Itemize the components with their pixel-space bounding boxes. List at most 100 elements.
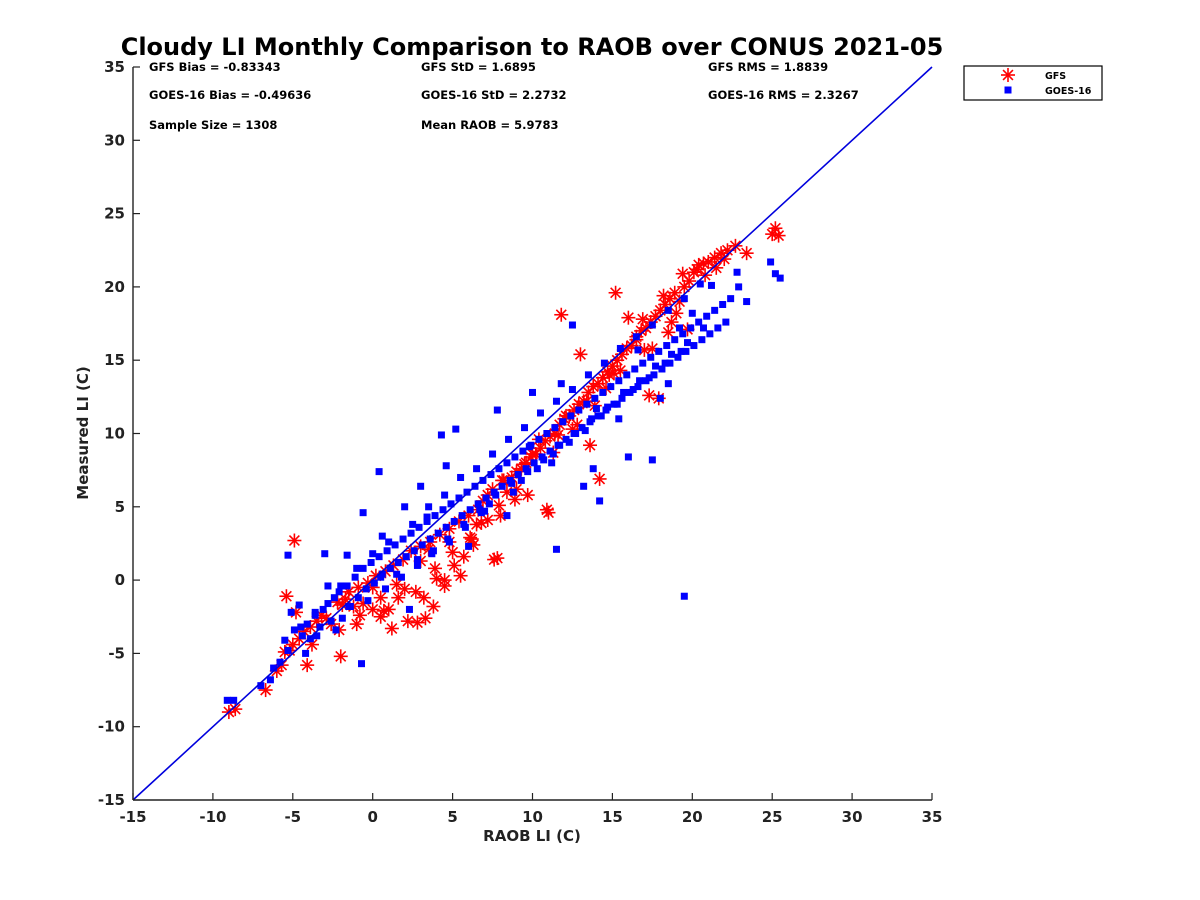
goes16-point <box>572 430 580 437</box>
goes16-point <box>509 488 517 496</box>
series-goes16 <box>223 258 784 704</box>
goes16-point <box>335 588 343 596</box>
goes16-point <box>600 359 608 367</box>
y-tick-label: 30 <box>104 131 125 149</box>
y-tick-label: 20 <box>104 278 125 296</box>
goes16-point <box>503 459 511 467</box>
goes16-point <box>364 597 372 605</box>
goes16-point <box>557 380 565 388</box>
goes16-point <box>684 339 692 347</box>
goes16-point <box>337 582 345 590</box>
gfs-point <box>426 599 441 614</box>
goes16-point <box>706 330 714 338</box>
legend-gfs-label: GFS <box>1045 71 1066 82</box>
gfs-point <box>480 512 495 527</box>
gfs-point <box>583 438 598 453</box>
gfs-point <box>635 312 650 327</box>
goes16-point <box>511 453 519 461</box>
goes16-point <box>375 468 383 476</box>
gfs-point <box>554 307 569 322</box>
goes16-point <box>565 438 573 446</box>
goes16-point <box>457 473 465 481</box>
goes16-point <box>650 371 658 379</box>
goes16-point <box>664 306 672 314</box>
goes16-point <box>620 388 628 396</box>
goes16-point <box>303 620 311 628</box>
goes16-point <box>492 491 500 499</box>
goes16-point <box>536 409 544 417</box>
goes16-point <box>552 545 560 553</box>
goes16-point <box>559 418 567 426</box>
stat-text: Sample Size = 1308 <box>149 118 277 132</box>
gfs-point <box>418 611 433 626</box>
goes16-point <box>397 573 405 581</box>
goes16-point <box>719 300 727 308</box>
goes16-point <box>306 635 314 643</box>
goes16-point <box>458 512 466 520</box>
goes16-point <box>548 459 556 467</box>
gfs-point <box>661 325 676 340</box>
goes16-point <box>287 608 295 616</box>
gfs-point <box>373 590 388 605</box>
goes16-point <box>442 462 450 470</box>
goes16-point <box>639 359 647 367</box>
gfs-point <box>352 608 367 623</box>
goes16-point <box>377 573 385 581</box>
goes16-point <box>413 561 421 569</box>
goes16-point <box>431 512 439 520</box>
goes16-point <box>447 500 455 508</box>
goes16-point <box>597 412 605 420</box>
x-tick-label: 5 <box>447 808 457 826</box>
goes16-point <box>401 503 409 511</box>
goes16-point <box>455 494 463 502</box>
goes16-point <box>367 559 375 567</box>
goes16-point <box>551 424 559 432</box>
goes16-point <box>437 431 445 439</box>
goes16-point <box>589 465 597 473</box>
goes16-point <box>714 324 722 332</box>
goes16-point <box>634 383 642 391</box>
x-axis-label: RAOB LI (C) <box>483 827 581 845</box>
x-tick-label: -10 <box>199 808 226 826</box>
goes16-point <box>298 632 306 640</box>
goes16-point <box>508 479 516 487</box>
goes16-point <box>583 400 591 408</box>
goes16-point <box>495 465 503 473</box>
goes16-point <box>695 318 703 326</box>
x-tick-label: -15 <box>119 808 146 826</box>
goes16-point <box>351 573 359 581</box>
goes16-point <box>552 397 560 405</box>
gfs-point <box>391 590 406 605</box>
legend-goes16-square <box>1004 86 1012 94</box>
goes16-point <box>615 377 623 385</box>
goes16-point <box>529 388 536 396</box>
goes16-point <box>636 377 644 385</box>
goes16-point <box>524 468 532 476</box>
goes16-point <box>596 497 604 505</box>
goes16-point <box>584 371 592 379</box>
gfs-point <box>287 533 302 548</box>
gfs-point <box>408 584 423 599</box>
gfs-point <box>771 228 786 243</box>
gfs-point <box>709 260 724 275</box>
gfs-point <box>533 441 548 456</box>
goes16-point <box>393 570 401 578</box>
goes16-point <box>767 258 775 266</box>
gfs-point <box>376 603 391 618</box>
goes16-point <box>648 321 656 329</box>
goes16-point <box>648 456 656 464</box>
gfs-point <box>300 658 315 673</box>
statistics-annotations: GFS Bias = -0.83343 GFS StD = 1.6895 GFS R… <box>149 60 859 132</box>
goes16-point <box>444 535 452 543</box>
goes16-point <box>663 342 671 350</box>
goes16-point <box>771 270 779 278</box>
goes16-point <box>632 333 640 341</box>
legend-box <box>963 65 1103 101</box>
goes16-point <box>592 405 600 413</box>
goes16-point <box>631 365 639 373</box>
goes16-point <box>399 535 407 543</box>
goes16-point <box>281 636 289 644</box>
goes16-point <box>324 582 332 590</box>
goes16-point <box>441 491 449 499</box>
